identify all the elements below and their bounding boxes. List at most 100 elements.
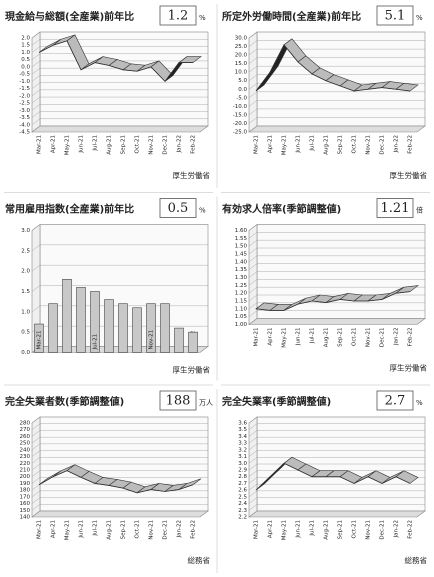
y-tick-label: 190 <box>20 481 31 487</box>
x-tick-label: Oct-21 <box>135 135 141 154</box>
x-tick-label: Feb-22 <box>408 135 414 154</box>
y-tick-label: 280 <box>20 421 31 427</box>
x-tick-label: Nov-21 <box>366 135 372 155</box>
grid-line <box>248 510 425 518</box>
y-tick-label: 1.10 <box>235 306 248 312</box>
grid-line <box>248 302 425 309</box>
y-tick-label: 1.50 <box>235 244 248 250</box>
y-tick-label: 1.5 <box>21 289 30 295</box>
y-tick-label: 230 <box>20 454 31 460</box>
headline-value: 1.21 <box>381 201 410 216</box>
grid-line <box>248 91 425 98</box>
x-tick-label: Jul-21 <box>93 135 99 152</box>
bar <box>146 303 156 353</box>
grid-line <box>248 255 425 262</box>
grid-line <box>31 510 208 518</box>
grid-line <box>248 463 425 471</box>
headline-box <box>376 390 414 411</box>
y-tick-label: 2.0 <box>21 36 30 42</box>
y-tick-label: 0.0 <box>21 64 30 70</box>
headline-unit: 万人 <box>199 399 213 407</box>
y-tick-label: 2.3 <box>238 508 247 514</box>
x-tick-label: Aug-21 <box>324 520 330 540</box>
grid-line <box>248 416 425 424</box>
y-tick-label: -1.0 <box>19 79 30 85</box>
x-tick-label: Jul-21 <box>93 520 99 537</box>
grid-line <box>248 457 425 464</box>
x-tick-label: Nov-21 <box>149 135 155 155</box>
back-wall <box>39 31 209 127</box>
y-tick-label: 1.0 <box>21 309 30 315</box>
grid-line <box>31 470 208 477</box>
x-tick-label: May-21 <box>65 135 71 155</box>
grid-line <box>31 53 208 60</box>
y-tick-label: 260 <box>20 434 31 440</box>
grid-line <box>31 430 208 437</box>
grid-line <box>31 490 208 498</box>
y-tick-label: 25.0 <box>235 44 248 50</box>
y-tick-label: 3.3 <box>238 441 247 447</box>
x-tick-label: Nov-21 <box>149 520 155 540</box>
grid-line <box>248 279 425 286</box>
x-tick-label: Jan-22 <box>177 520 183 538</box>
y-tick-label: 20.0 <box>235 53 248 59</box>
grid-line <box>31 423 208 430</box>
grid-line <box>248 470 425 477</box>
grid-line <box>31 82 208 89</box>
grid-line <box>31 46 208 53</box>
grid-line <box>31 477 208 484</box>
source-note: 総務省 <box>188 555 211 565</box>
grid-line <box>248 224 425 231</box>
bar <box>132 307 142 353</box>
y-tick-label: -25.0 <box>233 130 248 136</box>
y-tick-label: -3.5 <box>19 115 30 121</box>
grid-line <box>31 443 208 451</box>
x-tick-label: Jan-22 <box>394 135 400 153</box>
grid-line <box>248 31 425 39</box>
x-tick-label: Feb-22 <box>408 520 414 539</box>
side-wall <box>248 31 258 133</box>
y-tick-label: 1.20 <box>235 291 248 297</box>
y-tick-label: 210 <box>20 468 31 474</box>
x-tick-label: Aug-21 <box>324 135 330 155</box>
chart-title: 完全失業率(季節調整値) <box>222 395 331 408</box>
floor <box>248 318 426 325</box>
bar <box>62 278 72 353</box>
x-tick-label: Feb-22 <box>191 135 197 154</box>
y-tick-label: 1.0 <box>21 50 30 56</box>
x-tick-label: May-21 <box>282 520 288 540</box>
y-tick-label: 10.0 <box>235 70 248 76</box>
chart-title: 現金給与総額(全産業)前年比 <box>5 10 134 23</box>
x-tick-label: Jul-21 <box>93 334 99 351</box>
y-tick-label: -3.0 <box>19 108 30 114</box>
x-tick-label: Sep-21 <box>121 520 127 539</box>
x-tick-label: Aug-21 <box>107 135 113 155</box>
grid-line <box>31 111 208 118</box>
x-tick-label: Jan-22 <box>177 135 183 153</box>
grid-line <box>248 65 425 73</box>
bar <box>90 291 100 353</box>
source-note: 厚生労働省 <box>390 363 428 373</box>
bar <box>160 303 170 353</box>
x-tick-label: Jul-21 <box>310 520 316 537</box>
grid-line <box>248 423 425 430</box>
y-tick-label: 2.9 <box>238 468 247 474</box>
x-tick-label: Feb-22 <box>191 520 197 539</box>
x-tick-label: Nov-21 <box>366 328 372 348</box>
y-tick-label: 250 <box>20 441 31 447</box>
headline-box <box>376 198 414 218</box>
x-tick-label: Jan-22 <box>394 328 400 346</box>
grid-line <box>248 83 425 90</box>
grid-line <box>31 118 208 125</box>
y-tick-label: 3.0 <box>21 228 30 234</box>
chart-title: 所定外労働時間(全産業)前年比 <box>222 10 361 23</box>
x-tick-label: Jan-22 <box>394 520 400 538</box>
grid-line <box>248 286 425 294</box>
floor <box>31 125 209 133</box>
x-tick-label: Apr-21 <box>268 135 274 153</box>
y-tick-label: 0.0 <box>21 350 30 356</box>
x-tick-label: Mar-21 <box>254 520 260 539</box>
x-tick-label: Dec-21 <box>163 135 169 155</box>
x-tick-label: Apr-21 <box>268 520 274 538</box>
line <box>255 44 411 92</box>
